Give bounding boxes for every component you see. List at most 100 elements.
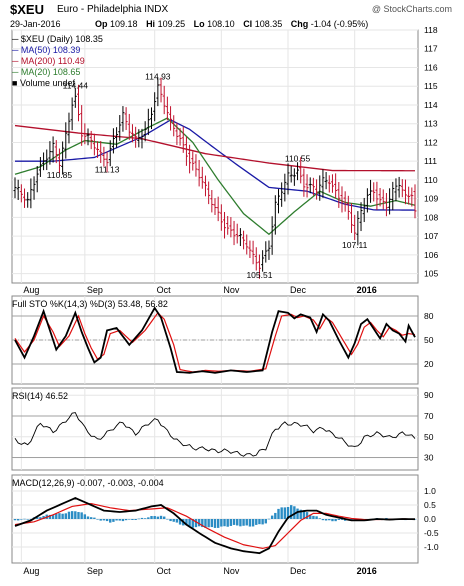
- stockcharts-watermark: @ StockCharts.com: [371, 4, 452, 14]
- price-y-tick-label: 115: [424, 81, 438, 91]
- macd-histogram-bar: [80, 512, 83, 519]
- price-annotation: 114.44: [63, 81, 89, 91]
- ohlc-close-value: 108.35: [254, 19, 283, 29]
- rsi-y-tick-label: 90: [424, 390, 434, 400]
- macd-histogram-bar: [134, 519, 137, 521]
- macd-histogram-bar: [216, 519, 220, 528]
- legend-ma20: ─ MA(20) 108.65: [12, 67, 81, 77]
- price-y-tick-label: 113: [424, 119, 438, 129]
- rsi-y-tick-label: 50: [424, 432, 434, 442]
- macd-histogram-bar: [36, 516, 39, 519]
- macd-histogram-bar: [321, 519, 325, 521]
- macd-y-tick-label: -1.0: [424, 542, 439, 552]
- macd-histogram-bar: [23, 518, 26, 520]
- macd-histogram-bar: [213, 519, 217, 528]
- macd-histogram-bar: [20, 519, 23, 520]
- macd-histogram-bar: [150, 516, 153, 519]
- price-annotation: 107.11: [342, 240, 368, 250]
- legend-ma200: ─ MA(200) 110.49: [12, 56, 85, 66]
- macd-histogram-bar: [77, 512, 80, 519]
- macd-histogram-bar: [280, 507, 283, 519]
- macd-x-tick-label: 2016: [357, 566, 377, 576]
- ohlc-change-label: Chg: [290, 19, 309, 29]
- macd-histogram-bar: [147, 517, 150, 519]
- macd-histogram-bar: [328, 519, 331, 521]
- macd-histogram-bar: [70, 511, 74, 519]
- price-annotation: 114.93: [145, 72, 171, 82]
- macd-histogram-bar: [131, 519, 134, 520]
- macd-histogram-bar: [315, 516, 318, 519]
- price-y-tick-label: 107: [424, 231, 438, 241]
- macd-y-tick-label: -0.5: [424, 528, 439, 538]
- macd-histogram-bar: [159, 515, 163, 519]
- macd-histogram-bar: [153, 516, 156, 519]
- macd-histogram-bar: [331, 519, 334, 522]
- symbol-title: $XEU: [10, 2, 44, 17]
- sto-k-line: [14, 306, 416, 374]
- macd-histogram-bar: [121, 519, 125, 522]
- price-x-tick-label: 2016: [357, 285, 377, 295]
- macd-histogram-bar: [340, 519, 344, 520]
- macd-y-tick-label: 0.5: [424, 500, 436, 510]
- macd-histogram-bar: [210, 519, 214, 528]
- rsi-panel-frame: [11, 387, 419, 471]
- macd-histogram-bar: [248, 519, 252, 527]
- macd-histogram-bar: [118, 519, 121, 521]
- macd-histogram-bar: [223, 519, 226, 527]
- macd-histogram-bar: [270, 515, 274, 519]
- macd-histogram-bar: [302, 510, 306, 519]
- macd-line: [14, 497, 416, 555]
- price-y-tick-label: 117: [424, 44, 438, 54]
- ohlc-high-label: Hi: [146, 19, 156, 29]
- macd-histogram-bar: [96, 519, 99, 520]
- price-panel-frame: [11, 29, 419, 284]
- macd-histogram-bar: [29, 518, 33, 520]
- macd-histogram-bar: [305, 512, 309, 519]
- macd-histogram-bar: [166, 518, 169, 520]
- price-y-tick-label: 108: [424, 212, 438, 222]
- price-annotation: 110.55: [285, 154, 311, 164]
- macd-histogram-bar: [337, 519, 341, 520]
- macd-histogram-bar: [226, 519, 229, 527]
- macd-x-tick-label: Nov: [223, 566, 240, 576]
- macd-histogram-bar: [55, 513, 58, 519]
- rsi-line: [14, 412, 416, 457]
- macd-panel-title: MACD(12,26,9) -0.007, -0.003, -0.004: [12, 478, 164, 488]
- price-x-tick-label: Sep: [87, 285, 103, 295]
- macd-histogram-bar: [239, 519, 242, 527]
- symbol-description: Euro - Philadelphia INDX: [57, 4, 169, 15]
- macd-histogram-bar: [242, 519, 245, 526]
- macd-histogram-bar: [67, 511, 71, 519]
- macd-histogram-bar: [93, 517, 96, 519]
- quote-date: 29-Jan-2016: [10, 19, 61, 29]
- legend-ma50: ─ MA(50) 108.39: [12, 45, 81, 55]
- ohlc-low-label: Lo: [193, 19, 205, 29]
- ohlc-change-value: -1.04 (-0.95%): [310, 19, 369, 29]
- macd-histogram-bar: [48, 514, 52, 519]
- macd-histogram-bar: [194, 519, 198, 528]
- macd-histogram-bar: [274, 512, 277, 519]
- legend-ma50-text: MA(50) 108.39: [20, 45, 81, 55]
- macd-histogram-bar: [299, 509, 302, 519]
- macd-histogram-bar: [267, 518, 271, 520]
- macd-histogram-bar: [245, 519, 248, 526]
- macd-histogram-bar: [185, 519, 188, 526]
- macd-histogram-bar: [16, 519, 20, 521]
- legend-price: ─ $XEU (Daily) 108.35: [12, 34, 103, 44]
- macd-histogram-bar: [201, 519, 204, 528]
- macd-histogram-bar: [188, 519, 191, 527]
- macd-x-tick-label: Aug: [23, 566, 39, 576]
- macd-histogram-bar: [191, 519, 194, 528]
- price-y-tick-label: 111: [424, 156, 437, 166]
- macd-histogram-bar: [39, 517, 42, 519]
- price-annotation: 110.85: [47, 170, 73, 180]
- sto-panel-title: Full STO %K(14,3) %D(3) 53.48, 56.82: [12, 299, 168, 309]
- macd-histogram-bar: [277, 508, 280, 519]
- legend-volume: ■ Volume undef: [12, 78, 75, 88]
- sto-y-tick-label: 50: [424, 335, 434, 345]
- macd-histogram-bar: [143, 518, 147, 519]
- macd-histogram-bar: [61, 513, 64, 519]
- rsi-y-tick-label: 30: [424, 453, 434, 463]
- macd-histogram-bar: [175, 519, 179, 523]
